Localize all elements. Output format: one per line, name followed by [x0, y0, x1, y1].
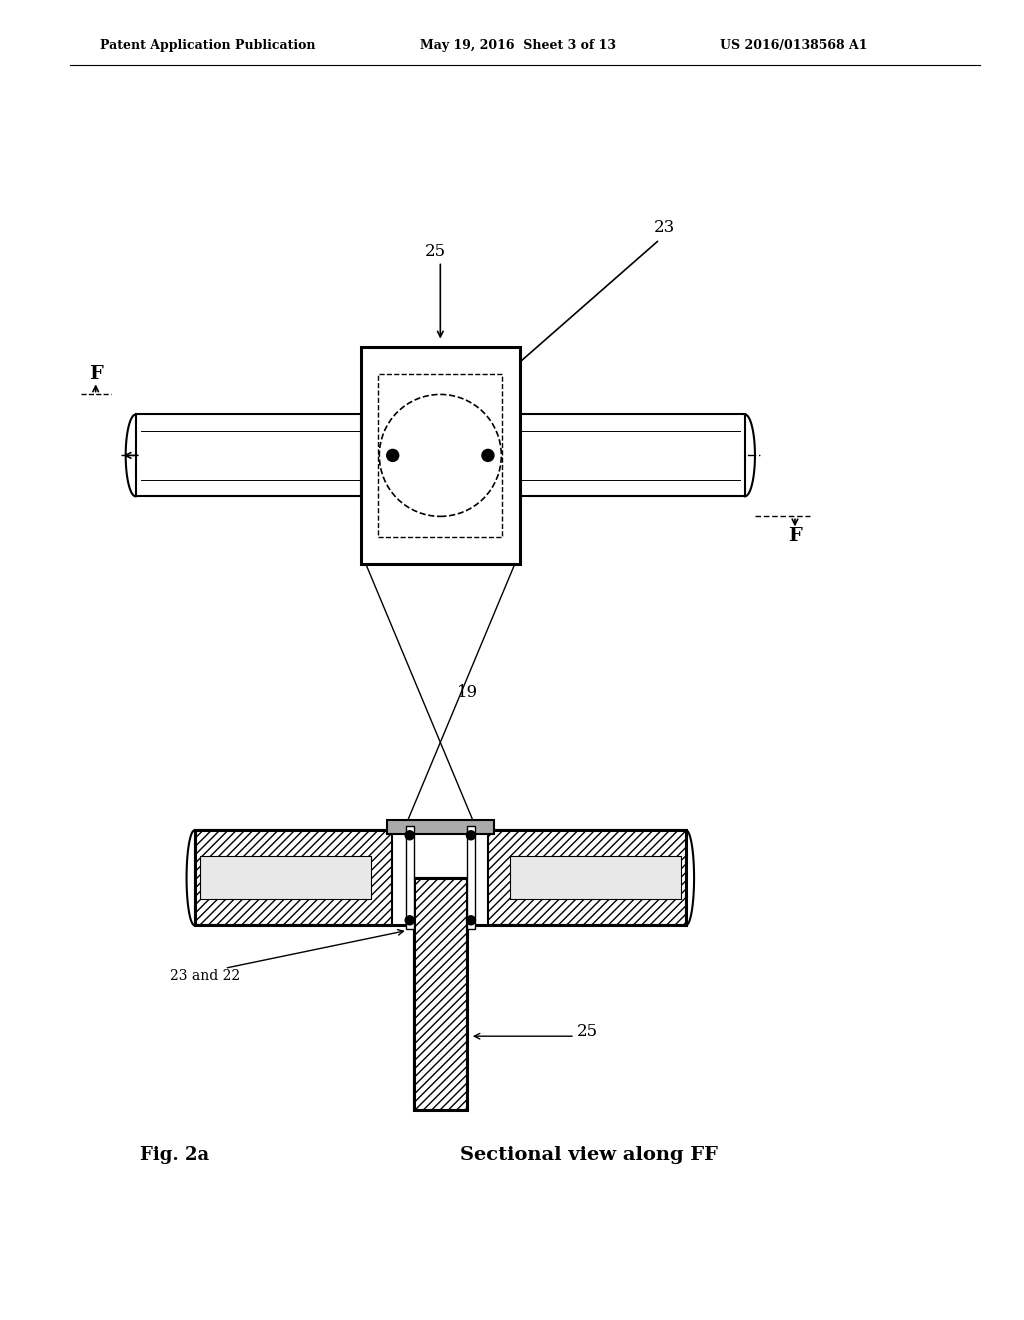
Circle shape [467, 916, 475, 925]
Bar [379, 374, 502, 537]
Circle shape [387, 449, 398, 462]
Bar [467, 826, 475, 929]
Text: Patent Application Publication: Patent Application Publication [100, 38, 315, 51]
Bar [519, 414, 745, 496]
Text: 25: 25 [577, 1023, 598, 1040]
Bar [195, 830, 686, 925]
Bar [360, 347, 519, 565]
Text: May 19, 2016  Sheet 3 of 13: May 19, 2016 Sheet 3 of 13 [420, 38, 616, 51]
Circle shape [406, 830, 414, 840]
Bar [200, 857, 371, 899]
Text: F: F [89, 366, 102, 384]
Circle shape [467, 830, 475, 840]
Text: 23: 23 [654, 219, 675, 235]
Text: 19: 19 [458, 684, 478, 701]
Text: F: F [788, 527, 802, 545]
Bar [387, 821, 494, 834]
Bar [195, 830, 392, 925]
Text: US 2016/0138568 A1: US 2016/0138568 A1 [720, 38, 867, 51]
Circle shape [482, 449, 494, 462]
Bar [510, 857, 681, 899]
Text: Fig. 2a: Fig. 2a [140, 1146, 209, 1164]
Bar [406, 826, 414, 929]
Bar [414, 878, 467, 1110]
Text: 25: 25 [425, 243, 445, 260]
Circle shape [406, 916, 414, 925]
Bar [488, 830, 686, 925]
Bar [135, 414, 360, 496]
Bar [414, 878, 467, 1110]
Text: 23 and 22: 23 and 22 [170, 969, 240, 983]
Text: Sectional view along FF: Sectional view along FF [460, 1146, 718, 1164]
